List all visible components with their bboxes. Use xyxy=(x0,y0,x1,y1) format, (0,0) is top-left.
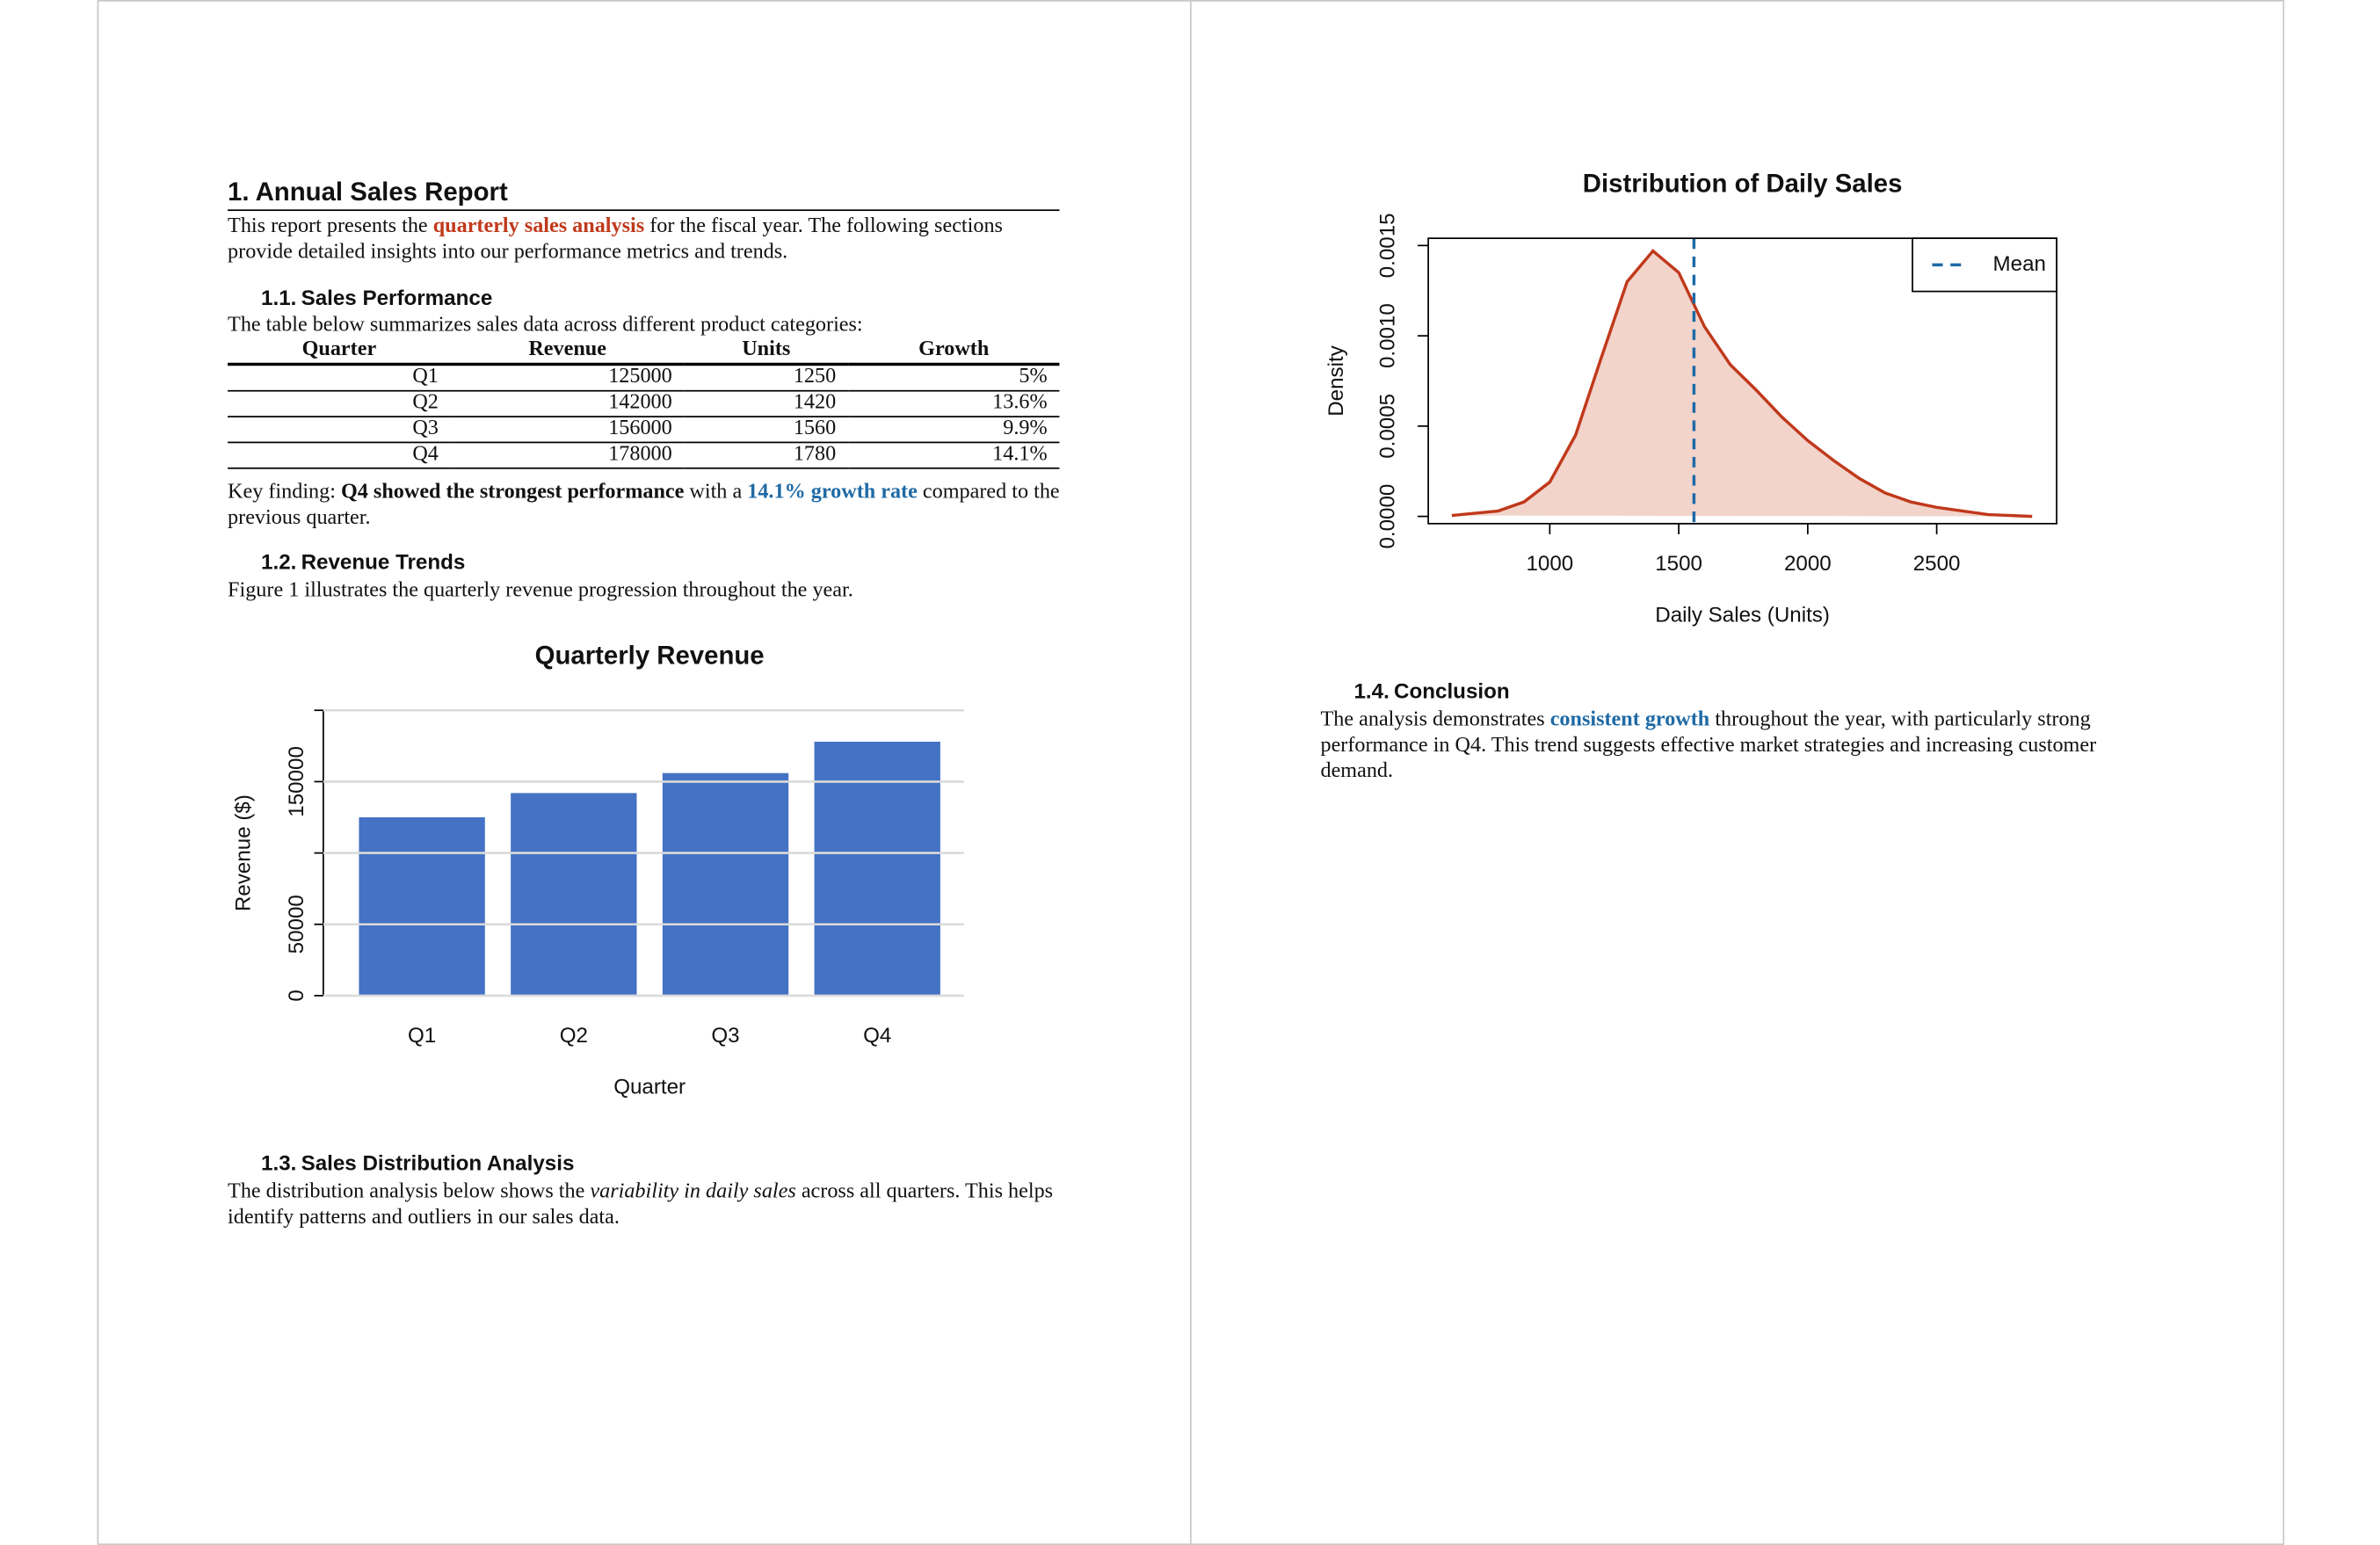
table-cell: Q2 xyxy=(228,390,451,417)
table-cell: 178000 xyxy=(450,442,685,469)
chart-title: Quarterly Revenue xyxy=(535,642,765,671)
subheading: 1.4. Conclusion xyxy=(1353,678,1509,704)
bar xyxy=(511,793,637,996)
emphasis: consistent growth xyxy=(1549,708,1710,732)
subheading: 1.3. Sales Distribution Analysis xyxy=(261,1150,574,1176)
column-header: Units xyxy=(684,338,848,366)
x-tick-label: Q3 xyxy=(711,1024,739,1048)
section-number: 1.2. xyxy=(261,549,297,574)
y-axis-title: Revenue ($) xyxy=(231,794,255,911)
subheading: 1.1. Sales Performance xyxy=(261,286,492,311)
bar xyxy=(662,772,789,996)
text: The distribution analysis below shows th… xyxy=(228,1180,591,1204)
chart-title: Distribution of Daily Sales xyxy=(1583,169,1903,198)
x-axis-title: Quarter xyxy=(613,1076,686,1099)
subheading: 1.2. Revenue Trends xyxy=(261,549,465,575)
section-number: 1.1. xyxy=(261,285,297,310)
y-tick-label: 0.0005 xyxy=(1376,394,1400,459)
text: across all quarters. This helps identify… xyxy=(228,1180,1054,1229)
emphasis: variability in daily sales xyxy=(590,1180,796,1204)
x-tick-label: 2000 xyxy=(1784,552,1832,576)
density-line xyxy=(1451,249,2033,519)
text: The analysis demonstrates xyxy=(1320,708,1550,732)
text: compared to the previous quarter. xyxy=(228,481,1060,530)
paragraph: The analysis demonstrates consistent gro… xyxy=(1320,707,2164,785)
table-cell: 156000 xyxy=(450,417,685,444)
table-cell: Q3 xyxy=(228,417,451,444)
table-cell: 14.1% xyxy=(847,442,1060,469)
text: Key finding: xyxy=(228,481,341,504)
paragraph: The distribution analysis below shows th… xyxy=(228,1179,1059,1231)
paragraph: Figure 1 illustrates the quarterly reven… xyxy=(228,579,853,603)
table-cell: Q1 xyxy=(228,364,451,392)
section-title: Sales Performance xyxy=(301,285,493,310)
density-area xyxy=(1451,250,2033,517)
table-row: Q2 142000 1420 13.6% xyxy=(228,390,1060,417)
legend-label: Mean xyxy=(1993,252,2046,276)
table-cell: 5% xyxy=(847,364,1060,392)
y-tick-label: 0.0015 xyxy=(1376,213,1400,278)
x-tick-label: Q4 xyxy=(863,1024,891,1048)
section-number: 1.4. xyxy=(1353,678,1390,703)
x-tick-label: 1000 xyxy=(1526,552,1573,576)
column-header: Growth xyxy=(847,338,1060,366)
table-cell: 1560 xyxy=(684,417,848,444)
table-wrap: Quarter Revenue Units Growth Q1 125000 1250 5% Q… xyxy=(228,338,1060,469)
x-axis-title: Daily Sales (Units) xyxy=(1655,604,1830,627)
section-number: 1.3. xyxy=(261,1150,297,1175)
text: throughout the year, with particularly s… xyxy=(1320,708,2097,784)
table-cell: 1250 xyxy=(684,364,848,392)
table-cell: 125000 xyxy=(450,364,685,392)
text: for the fiscal year. The following secti… xyxy=(228,215,1003,265)
table-cell: 142000 xyxy=(450,390,685,417)
legend-box xyxy=(1912,237,2057,293)
page xyxy=(1189,0,2285,1545)
bar xyxy=(359,816,485,996)
y-tick-label: 0.0010 xyxy=(1376,303,1400,368)
bar xyxy=(814,741,940,996)
text: with a xyxy=(684,481,748,504)
table-row: Q3 156000 1560 9.9% xyxy=(228,417,1060,444)
table-cell: 1420 xyxy=(684,390,848,417)
paragraph: This report presents the quarterly sales… xyxy=(228,214,1059,266)
y-axis-title: Density xyxy=(1324,345,1348,416)
x-tick-label: Q2 xyxy=(560,1024,588,1048)
table-cell: 9.9% xyxy=(847,417,1060,444)
column-header: Quarter xyxy=(228,338,451,366)
table-cell: 1780 xyxy=(684,442,848,469)
x-tick-label: Q1 xyxy=(408,1024,436,1048)
emphasis: Q4 showed the strongest performance xyxy=(340,481,685,504)
x-tick-label: 2500 xyxy=(1913,552,1961,576)
table: Quarter Revenue Units Growth Q1 125000 1250 5% Q… xyxy=(228,338,1060,469)
column-header: Revenue xyxy=(450,338,685,366)
section-title: Sales Distribution Analysis xyxy=(301,1150,575,1175)
y-tick-label: 0.0000 xyxy=(1376,484,1400,549)
header-row: Quarter Revenue Units Growth xyxy=(228,338,1060,366)
y-tick-label: 0 xyxy=(285,990,308,1001)
table-row: Q1 125000 1250 5% xyxy=(228,364,1060,392)
y-tick-label: 150000 xyxy=(285,746,308,817)
text: This report presents the xyxy=(228,215,433,239)
heading: 1. Annual Sales Report xyxy=(228,178,1060,212)
section-title: Revenue Trends xyxy=(301,549,466,574)
table-row: Q4 178000 1780 14.1% xyxy=(228,442,1060,469)
paragraph: The table below summarizes sales data ac… xyxy=(228,314,863,337)
section-title: Conclusion xyxy=(1394,678,1510,703)
emphasis: 14.1% growth rate xyxy=(747,481,918,504)
y-tick-label: 50000 xyxy=(285,895,308,954)
page xyxy=(97,0,1192,1545)
table-cell: Q4 xyxy=(228,442,451,469)
table-cell: 13.6% xyxy=(847,390,1060,417)
paragraph: Key finding: Q4 showed the strongest per… xyxy=(228,480,1065,532)
emphasis: quarterly sales analysis xyxy=(432,215,645,239)
x-tick-label: 1500 xyxy=(1655,552,1702,576)
